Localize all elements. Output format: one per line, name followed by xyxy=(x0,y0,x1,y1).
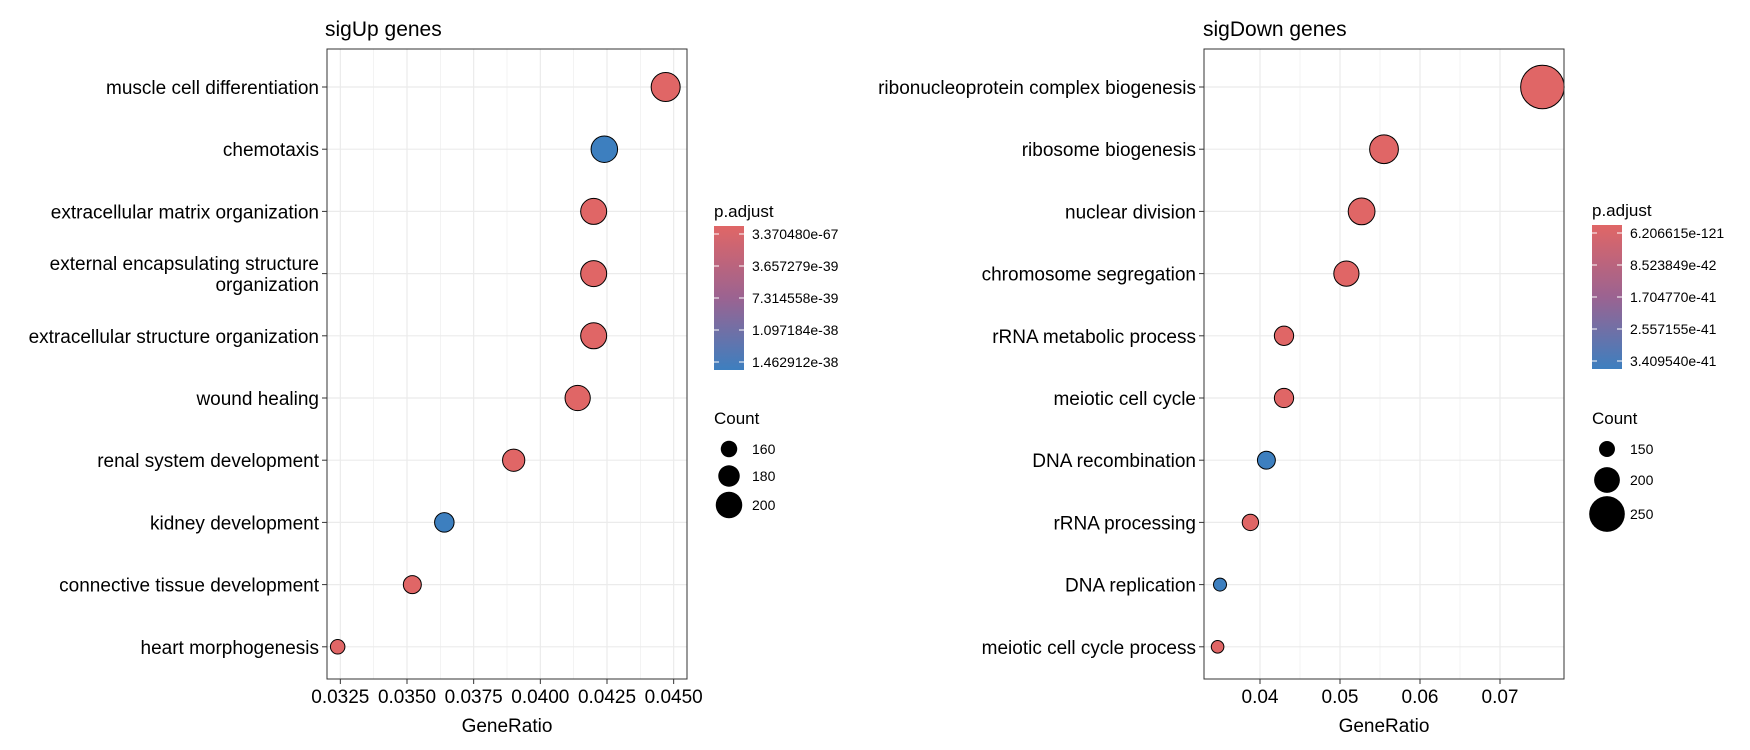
size-legend-label: 180 xyxy=(752,468,776,484)
size-legend-key xyxy=(1594,467,1620,493)
color-legend-title: p.adjust xyxy=(1592,201,1652,220)
chart-title: sigUp genes xyxy=(325,18,442,41)
color-legend-label: 1.704770e-41 xyxy=(1630,289,1717,305)
data-point xyxy=(434,512,455,533)
color-legend-title: p.adjust xyxy=(714,202,774,221)
data-point xyxy=(1273,325,1295,346)
size-legend-key xyxy=(1589,496,1625,532)
data-point xyxy=(502,448,526,472)
data-point xyxy=(580,260,608,288)
y-tick-label: renal system development xyxy=(97,451,319,472)
color-legend-label: 6.206615e-121 xyxy=(1630,225,1724,241)
color-legend-label: 3.409540e-41 xyxy=(1630,353,1717,369)
y-tick-label: extracellular matrix organization xyxy=(51,202,319,223)
plot-border xyxy=(1203,48,1565,680)
color-legend-label: 1.097184e-38 xyxy=(752,322,839,338)
x-axis: 0.0325 0.0350 0.0375 0.0400 0.0425 0.0450 xyxy=(311,679,703,708)
data-point xyxy=(564,384,591,412)
size-legend: Count 150 200 250 xyxy=(1589,409,1654,532)
size-legend-label: 200 xyxy=(1630,472,1654,488)
y-tick-label: chemotaxis xyxy=(223,140,319,161)
panel-sigup: sigUp genes muscle cell differentiation c… xyxy=(29,18,839,737)
data-point xyxy=(402,575,422,595)
points xyxy=(329,72,681,655)
color-legend-label: 3.370480e-67 xyxy=(752,226,839,242)
x-tick-label: 0.05 xyxy=(1322,687,1359,708)
y-tick-label: ribonucleoprotein complex biogenesis xyxy=(878,78,1196,99)
y-tick-label: DNA replication xyxy=(1065,576,1196,597)
y-tick-label: rRNA processing xyxy=(1053,513,1196,534)
x-tick-label: 0.04 xyxy=(1242,687,1279,708)
size-legend-label: 160 xyxy=(752,441,776,457)
y-tick-label: heart morphogenesis xyxy=(141,638,320,659)
color-legend: p.adjust 6.206615e-121 8.523849e-42 1.7047… xyxy=(1592,201,1724,369)
color-legend-label: 7.314558e-39 xyxy=(752,290,839,306)
panel-sigdown: sigDown genes ribonucleoprotein complex … xyxy=(878,18,1724,737)
size-legend-label: 250 xyxy=(1630,506,1654,522)
size-legend-title: Count xyxy=(1592,409,1638,428)
y-tick-label: wound healing xyxy=(195,389,319,410)
size-legend-key xyxy=(715,491,743,519)
x-tick-label: 0.0425 xyxy=(578,687,636,708)
data-point xyxy=(1256,450,1276,470)
data-point xyxy=(1210,640,1225,654)
data-point xyxy=(580,197,608,225)
y-tick-label: connective tissue development xyxy=(59,576,320,597)
y-tick-label: extracellular structure organization xyxy=(29,327,319,348)
x-tick-label: 0.0350 xyxy=(378,687,436,708)
size-legend-key xyxy=(1599,441,1615,457)
y-tick-label: DNA recombination xyxy=(1032,451,1196,472)
y-tick-label: meiotic cell cycle process xyxy=(982,638,1196,659)
color-legend-label: 8.523849e-42 xyxy=(1630,257,1717,273)
y-tick-label: ribosome biogenesis xyxy=(1022,140,1196,161)
data-point xyxy=(1213,577,1227,592)
y-tick-label: chromosome segregation xyxy=(982,265,1196,286)
y-axis: muscle cell differentiation chemotaxis ext… xyxy=(29,78,327,659)
size-legend-key xyxy=(718,465,740,487)
y-tick-label: nuclear division xyxy=(1065,202,1196,223)
x-tick-label: 0.0400 xyxy=(511,687,569,708)
plot-border xyxy=(326,48,688,680)
color-legend-label: 2.557155e-41 xyxy=(1630,321,1717,337)
x-axis-label: GeneRatio xyxy=(1339,716,1430,737)
data-point xyxy=(1273,387,1295,409)
points xyxy=(1210,64,1565,654)
y-tick-label: muscle cell differentiation xyxy=(106,78,319,99)
x-axis: 0.04 0.05 0.06 0.07 xyxy=(1242,679,1519,708)
data-point xyxy=(650,72,681,102)
x-tick-label: 0.07 xyxy=(1482,687,1519,708)
x-tick-label: 0.06 xyxy=(1402,687,1439,708)
size-legend-title: Count xyxy=(714,409,760,428)
data-point xyxy=(1241,513,1260,532)
data-point xyxy=(580,322,608,350)
gridlines xyxy=(327,49,687,679)
chart-title: sigDown genes xyxy=(1203,18,1347,41)
color-legend-label: 1.462912e-38 xyxy=(752,354,839,370)
y-tick-label: meiotic cell cycle xyxy=(1053,389,1196,410)
data-point xyxy=(1369,134,1399,165)
size-legend-key xyxy=(720,440,738,458)
color-legend-label: 3.657279e-39 xyxy=(752,258,839,274)
size-legend-label: 150 xyxy=(1630,441,1654,457)
data-point xyxy=(1347,197,1376,226)
data-point xyxy=(329,639,346,655)
data-point xyxy=(1333,260,1360,287)
y-tick-label: kidney development xyxy=(150,513,320,534)
y-tick-label: external encapsulating structure organiza… xyxy=(50,254,319,296)
gridlines xyxy=(1204,49,1564,679)
x-tick-label: 0.0375 xyxy=(445,687,503,708)
x-tick-label: 0.0325 xyxy=(311,687,369,708)
y-axis: ribonucleoprotein complex biogenesis ribo… xyxy=(878,78,1204,659)
data-point xyxy=(1520,64,1565,110)
color-legend: p.adjust 3.370480e-67 3.657279e-39 7.31455… xyxy=(714,202,839,370)
y-tick-label: rRNA metabolic process xyxy=(992,327,1196,348)
size-legend: Count 160 180 200 xyxy=(714,409,776,519)
size-legend-label: 200 xyxy=(752,497,776,513)
x-tick-label: 0.0450 xyxy=(645,687,703,708)
x-axis-label: GeneRatio xyxy=(462,716,553,737)
data-point xyxy=(590,135,619,163)
